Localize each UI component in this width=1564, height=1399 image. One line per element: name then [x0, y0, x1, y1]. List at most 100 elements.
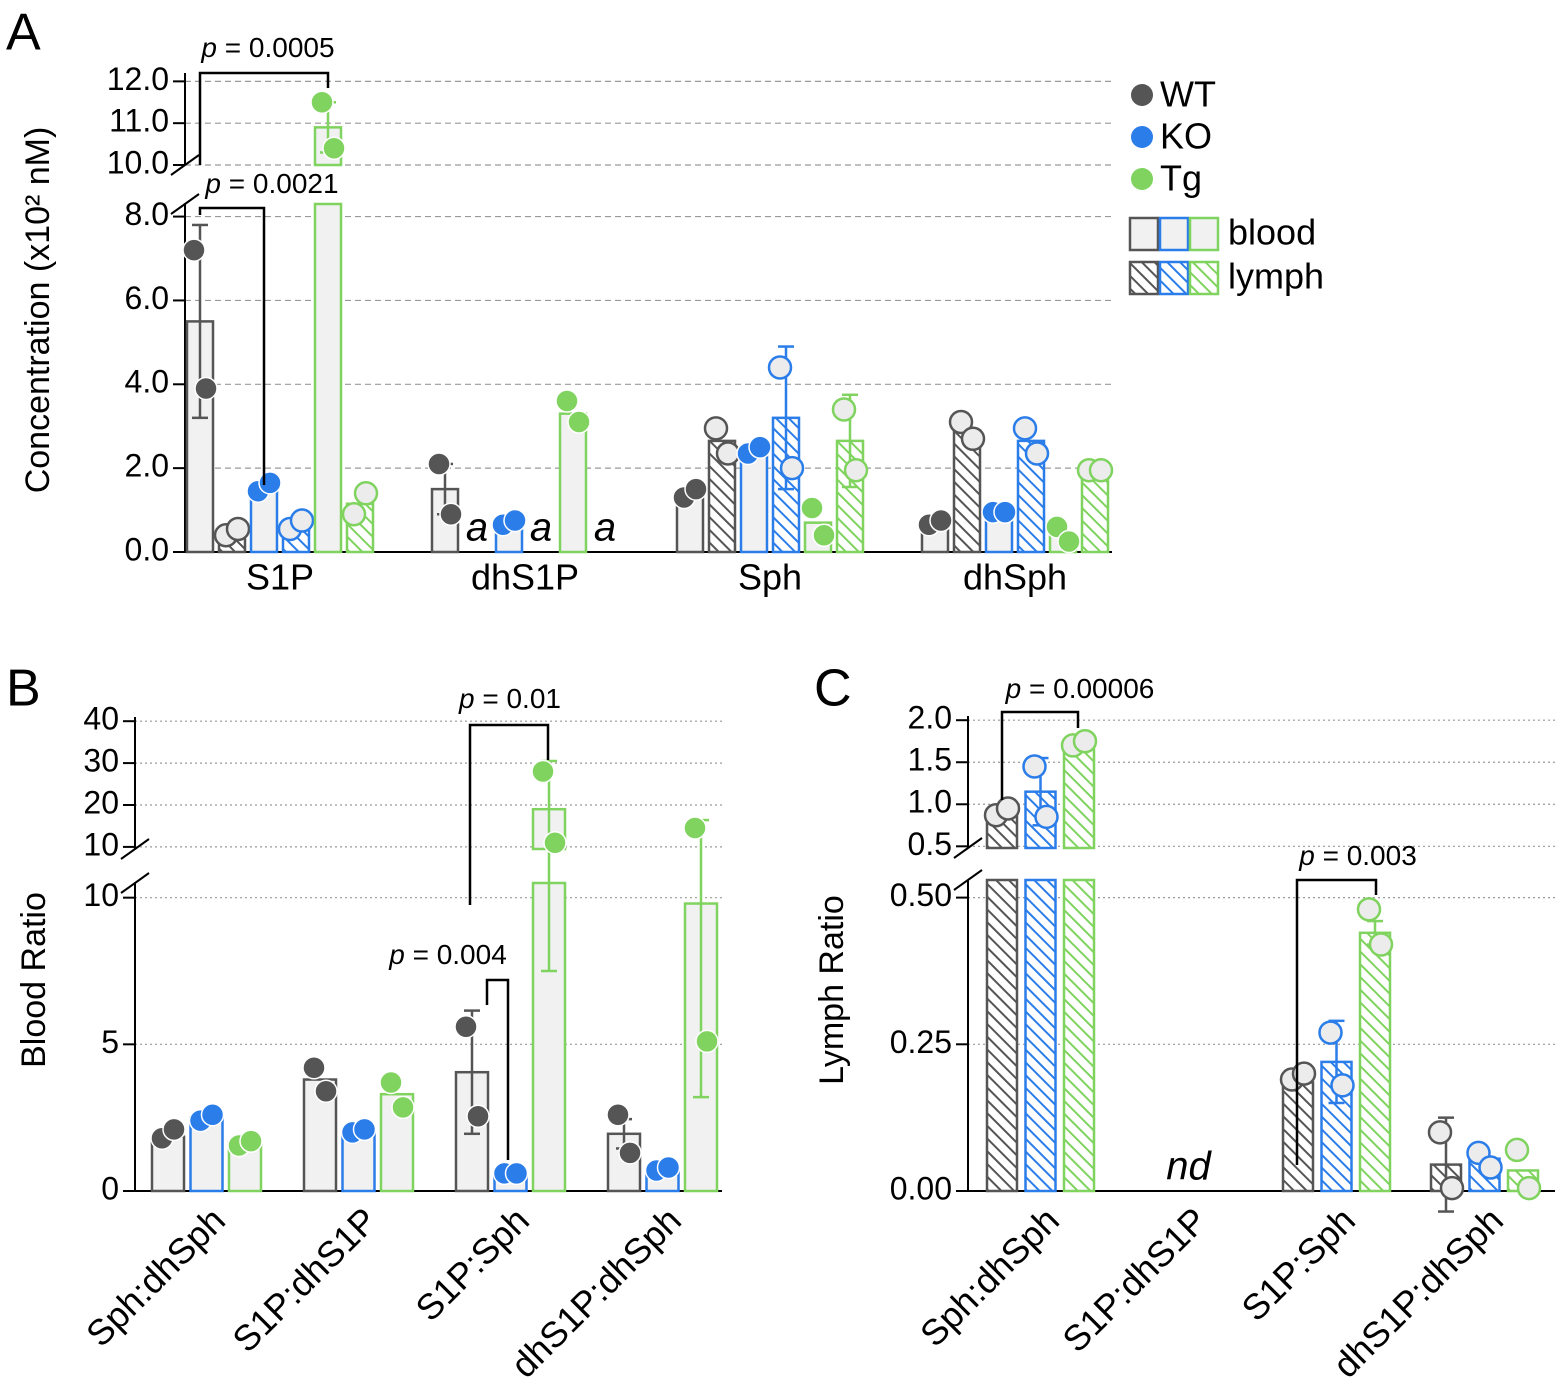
- p-value: p = 0.01: [458, 683, 561, 714]
- x-tick-label: dhS1P: [471, 557, 579, 598]
- legend-swatch: [1128, 216, 1160, 252]
- legend-label: Tg: [1160, 158, 1202, 199]
- data-point: [1516, 1175, 1542, 1201]
- bar: [313, 202, 343, 554]
- y-tick-label: 0.50: [890, 877, 952, 913]
- y-tick-label: 0: [101, 1170, 119, 1206]
- data-point: [960, 426, 986, 452]
- x-tick-label: S1P:dhS1P: [224, 1199, 385, 1360]
- data-point: [695, 1029, 719, 1054]
- data-point: [314, 1079, 338, 1104]
- data-point: [715, 441, 741, 466]
- p-value: p = 0.003: [1298, 840, 1417, 871]
- data-point: [162, 1117, 186, 1142]
- data-point: [993, 500, 1017, 524]
- data-point: [1057, 529, 1081, 554]
- data-point: [341, 502, 367, 527]
- data-point: [618, 1141, 642, 1165]
- data-point: [1088, 457, 1114, 483]
- y-tick-label: 8.0: [125, 196, 169, 232]
- bar: [1024, 878, 1057, 1193]
- legend-marker: [1131, 126, 1153, 148]
- data-point: [391, 1095, 415, 1120]
- legend-label: lymph: [1228, 256, 1324, 297]
- data-point: [439, 502, 463, 527]
- data-point: [606, 1102, 630, 1127]
- data-point: [182, 238, 206, 262]
- data-point: [352, 1117, 377, 1142]
- data-point: [504, 1161, 529, 1186]
- axis-break: [953, 837, 983, 859]
- x-tick-label: S1P:Sph: [1233, 1199, 1362, 1328]
- data-point: [310, 90, 334, 115]
- data-point: [1318, 1020, 1343, 1045]
- value-label: a: [594, 506, 616, 550]
- legend-marker: [1131, 84, 1153, 106]
- legend-marker: [1131, 168, 1153, 190]
- data-point: [555, 389, 579, 413]
- y-axis-label: Concentration (x10² nM): [19, 127, 57, 494]
- data-point: [1427, 1120, 1453, 1145]
- panel: A Concentration (x10² nM) 0.0 2.0 4.0 6.0 8.0 1…: [6, 4, 1324, 598]
- legend-swatch: [1188, 216, 1220, 252]
- y-tick-label: 6.0: [125, 280, 169, 316]
- p-value: p = 0.0021: [204, 168, 338, 199]
- y-tick-label: 0.0: [125, 531, 169, 567]
- data-point: [656, 1155, 681, 1180]
- data-point: [1024, 441, 1050, 466]
- y-tick-label: 1.5: [908, 742, 952, 778]
- data-point: [1478, 1155, 1503, 1180]
- value-label: nd: [1166, 1145, 1212, 1189]
- data-point: [322, 136, 346, 161]
- x-tick-label: Sph:dhSph: [912, 1199, 1067, 1354]
- axis-break: [953, 869, 983, 891]
- data-point: [353, 481, 379, 506]
- data-point: [767, 355, 793, 380]
- data-point: [200, 1102, 225, 1127]
- bar: [558, 412, 588, 554]
- data-point: [800, 496, 824, 520]
- legend-label: blood: [1228, 212, 1316, 253]
- significance-bracket: [485, 978, 510, 1160]
- significance-bracket: [1000, 710, 1080, 800]
- y-tick-label: 0.25: [890, 1024, 952, 1060]
- y-tick-label: 30: [83, 743, 119, 779]
- data-point: [843, 457, 869, 483]
- y-tick-label: 20: [83, 784, 119, 820]
- legend-swatch: [1188, 260, 1220, 296]
- legend-swatch: [1128, 260, 1160, 296]
- y-tick-label: 2.0: [908, 700, 952, 736]
- x-tick-label: S1P:Sph: [407, 1199, 536, 1328]
- data-point: [684, 477, 708, 501]
- bar: [1062, 878, 1096, 1193]
- p-value: p = 0.00006: [1005, 673, 1155, 704]
- y-axis-label: Blood Ratio: [15, 892, 53, 1068]
- data-point: [454, 1014, 478, 1039]
- data-point: [703, 416, 729, 441]
- bar: [1080, 468, 1110, 554]
- p-value: p = 0.004: [388, 939, 507, 970]
- data-point: [1368, 932, 1394, 957]
- significance-bracket: [198, 71, 330, 165]
- y-tick-label: 5: [101, 1024, 119, 1060]
- y-tick-label: 1.0: [908, 784, 952, 820]
- panel-letter: C: [814, 660, 852, 718]
- p-value: p = 0.0005: [200, 32, 334, 63]
- data-point: [995, 796, 1021, 821]
- value-label: a: [530, 506, 552, 550]
- panel-letter: B: [6, 660, 41, 718]
- x-tick-label: dhSph: [963, 557, 1067, 598]
- data-point: [1330, 1073, 1355, 1098]
- y-tick-label: 10: [83, 826, 119, 862]
- data-point: [289, 508, 315, 533]
- data-point: [258, 471, 282, 495]
- y-tick-label: 0.5: [908, 826, 952, 862]
- data-point: [239, 1129, 263, 1153]
- data-point: [1356, 897, 1382, 922]
- significance-bracket: [1295, 878, 1378, 1165]
- data-point: [812, 523, 836, 547]
- data-point: [503, 508, 527, 533]
- legend-label: KO: [1160, 116, 1212, 157]
- data-point: [1439, 1175, 1465, 1201]
